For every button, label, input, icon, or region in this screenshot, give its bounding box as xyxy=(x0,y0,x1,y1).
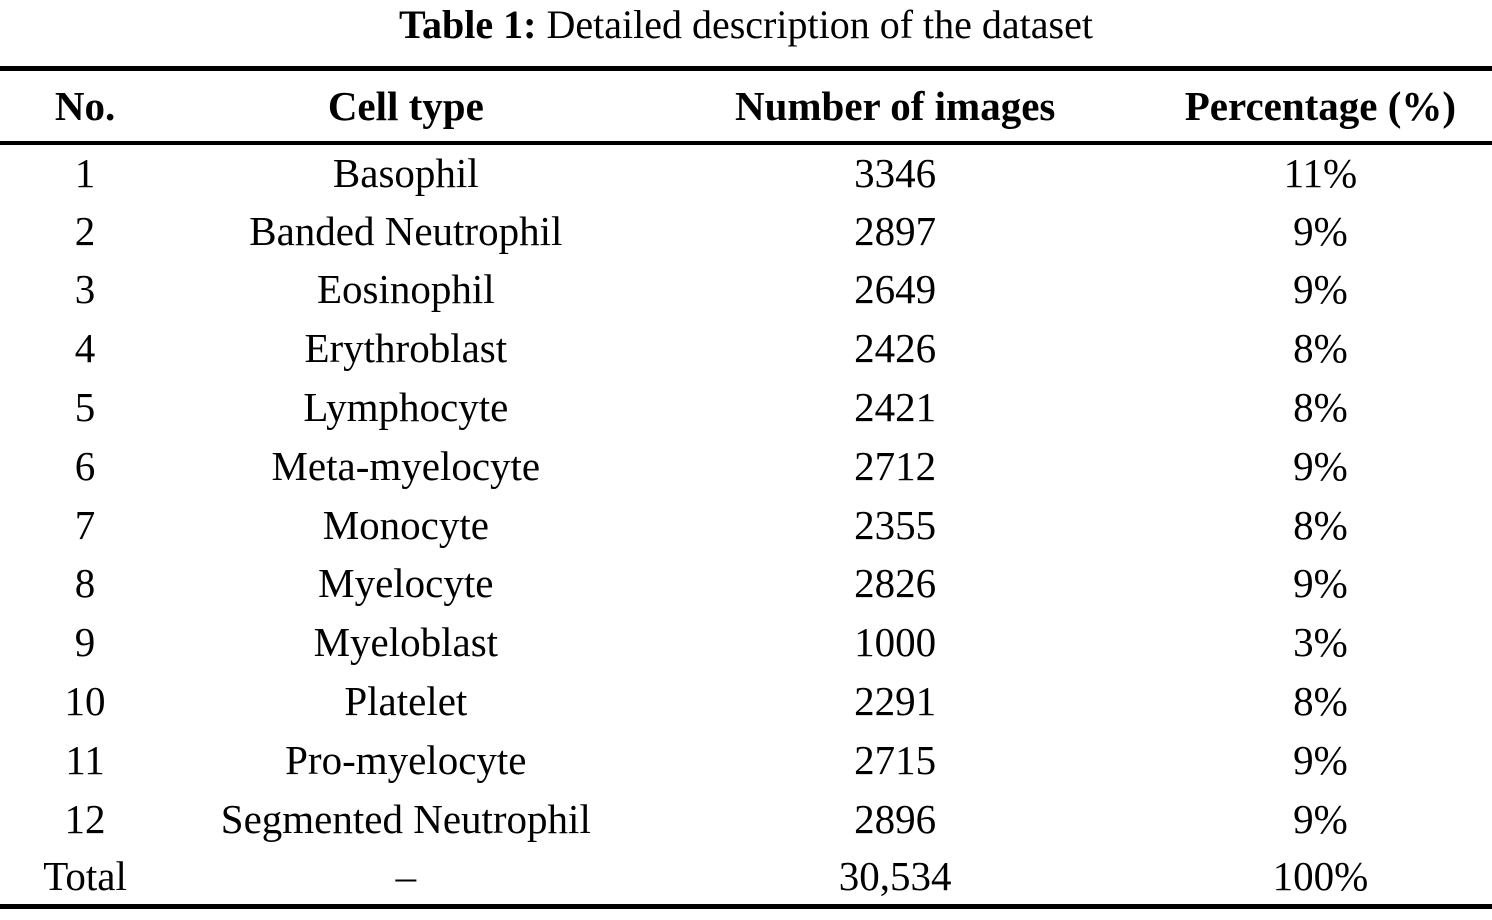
percentage-cell: 9% xyxy=(1293,266,1348,313)
total-num-images-cell: 30,534 xyxy=(838,853,952,900)
table-caption-label: Table 1: xyxy=(399,2,537,47)
cell-type-cell: Lymphocyte xyxy=(303,384,509,431)
row-number-cell: 10 xyxy=(64,678,106,725)
table-caption: Table 1: Detailed description of the dat… xyxy=(0,0,1492,66)
cell-type-cell: Monocyte xyxy=(322,501,489,548)
table-row: 7 Monocyte 2355 8% xyxy=(0,495,1492,554)
dataset-table-header: No. Cell type Number of images Percentag… xyxy=(0,69,1492,143)
num-images-cell: 2355 xyxy=(854,501,937,548)
cell-type-cell: Myeloblast xyxy=(313,619,499,666)
num-images-cell: 2715 xyxy=(854,736,937,783)
total-percentage-cell: 100% xyxy=(1272,853,1369,900)
column-header-no: No. xyxy=(54,82,116,129)
num-images-cell: 1000 xyxy=(854,619,937,666)
table-row: 1 Basophil 3346 11% xyxy=(0,143,1492,202)
total-row: Total – 30,534 100% xyxy=(0,848,1492,907)
percentage-cell: 9% xyxy=(1293,736,1348,783)
table-row: 12 Segmented Neutrophil 2896 9% xyxy=(0,789,1492,848)
column-header-cell-type: Cell type xyxy=(327,82,484,129)
num-images-cell: 2426 xyxy=(854,325,937,372)
num-images-cell: 3346 xyxy=(854,149,937,196)
row-number-cell: 6 xyxy=(74,442,96,489)
total-cell-type-cell: – xyxy=(395,853,417,900)
table-row: 6 Meta-myelocyte 2712 9% xyxy=(0,436,1492,495)
percentage-cell: 8% xyxy=(1293,678,1348,725)
percentage-cell: 9% xyxy=(1293,207,1348,254)
total-label-cell: Total xyxy=(43,853,127,900)
dataset-table-body: 1 Basophil 3346 11% 2 Banded Neutrophil 2897 9%… xyxy=(0,143,1492,849)
percentage-cell: 9% xyxy=(1293,442,1348,489)
table-row: 3 Eosinophil 2649 9% xyxy=(0,260,1492,319)
table-row: 2 Banded Neutrophil 2897 9% xyxy=(0,201,1492,260)
num-images-cell: 2291 xyxy=(854,678,937,725)
dataset-table: No. Cell type Number of images Percentag… xyxy=(0,66,1492,910)
cell-type-cell: Eosinophil xyxy=(316,266,495,313)
num-images-cell: 2649 xyxy=(854,266,937,313)
column-header-percentage: Percentage (%) xyxy=(1184,82,1457,129)
table-row: 8 Myelocyte 2826 9% xyxy=(0,554,1492,613)
percentage-cell: 3% xyxy=(1293,619,1348,666)
table-row: 9 Myeloblast 1000 3% xyxy=(0,613,1492,672)
cell-type-cell: Basophil xyxy=(332,149,479,196)
cell-type-cell: Segmented Neutrophil xyxy=(220,795,591,842)
num-images-cell: 2897 xyxy=(854,207,937,254)
num-images-cell: 2712 xyxy=(854,442,937,489)
row-number-cell: 11 xyxy=(65,736,105,783)
percentage-cell: 8% xyxy=(1293,501,1348,548)
table-row: 5 Lymphocyte 2421 8% xyxy=(0,378,1492,437)
table-row: 10 Platelet 2291 8% xyxy=(0,672,1492,731)
row-number-cell: 3 xyxy=(74,266,96,313)
row-number-cell: 12 xyxy=(64,795,106,842)
percentage-cell: 11% xyxy=(1283,149,1358,196)
cell-type-cell: Meta-myelocyte xyxy=(271,442,541,489)
row-number-cell: 2 xyxy=(74,207,96,254)
percentage-cell: 8% xyxy=(1293,384,1348,431)
row-number-cell: 8 xyxy=(74,560,96,607)
table-caption-text: Detailed description of the dataset xyxy=(536,2,1093,47)
num-images-cell: 2826 xyxy=(854,560,937,607)
row-number-cell: 1 xyxy=(74,149,96,196)
row-number-cell: 9 xyxy=(74,619,96,666)
header-row: No. Cell type Number of images Percentag… xyxy=(0,69,1492,143)
row-number-cell: 7 xyxy=(74,501,96,548)
dataset-table-footer: Total – 30,534 100% xyxy=(0,848,1492,907)
row-number-cell: 4 xyxy=(74,325,96,372)
row-number-cell: 5 xyxy=(74,384,96,431)
cell-type-cell: Pro-myelocyte xyxy=(285,736,527,783)
table-row: 4 Erythroblast 2426 8% xyxy=(0,319,1492,378)
num-images-cell: 2421 xyxy=(854,384,937,431)
cell-type-cell: Myelocyte xyxy=(318,560,494,607)
column-header-num-images: Number of images xyxy=(734,82,1056,129)
cell-type-cell: Banded Neutrophil xyxy=(249,207,563,254)
percentage-cell: 9% xyxy=(1293,560,1348,607)
percentage-cell: 9% xyxy=(1293,795,1348,842)
cell-type-cell: Erythroblast xyxy=(304,325,508,372)
num-images-cell: 2896 xyxy=(854,795,937,842)
percentage-cell: 8% xyxy=(1293,325,1348,372)
cell-type-cell: Platelet xyxy=(344,678,468,725)
table-row: 11 Pro-myelocyte 2715 9% xyxy=(0,730,1492,789)
